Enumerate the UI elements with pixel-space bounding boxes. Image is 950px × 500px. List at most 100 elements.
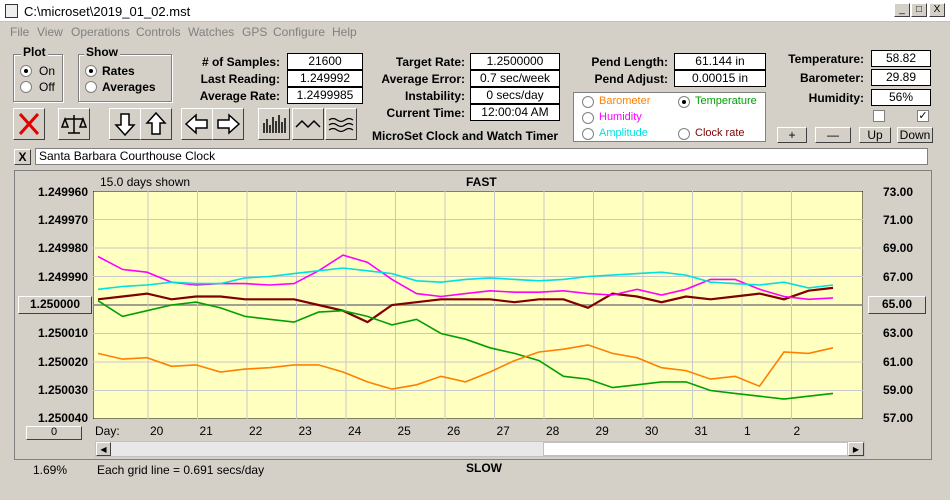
y-left-tick-7: 1.250030 xyxy=(37,383,88,397)
close-button[interactable]: X xyxy=(929,3,945,17)
histogram-button[interactable] xyxy=(258,108,290,140)
y-right-tick-2: 69.00 xyxy=(882,241,914,255)
y-left-tick-0: 1.249960 xyxy=(37,185,88,199)
menu-view[interactable]: View xyxy=(37,25,63,39)
plot-group-title: Plot xyxy=(21,45,48,59)
down-arrow-button[interactable] xyxy=(109,108,141,140)
title-bar: C:\microset\2019_01_02.mst _ □ X xyxy=(0,0,950,22)
temperature-radio[interactable] xyxy=(678,96,690,108)
average-rate-label: Average Rate: xyxy=(199,89,280,103)
menu-operations[interactable]: Operations xyxy=(71,25,130,39)
instability-field: 0 secs/day xyxy=(470,87,560,104)
show-averages-label: Averages xyxy=(102,80,156,94)
x-tick-label: 22 xyxy=(249,424,263,438)
y-right-tick-5: 63.00 xyxy=(882,326,914,340)
series-line-barometer xyxy=(97,344,834,390)
scroll-down-button[interactable]: Down xyxy=(897,127,933,143)
y-left-tick-1: 1.249970 xyxy=(37,213,88,227)
clear-watch-button[interactable]: X xyxy=(14,149,31,165)
menu-watches[interactable]: Watches xyxy=(188,25,235,39)
minimize-button[interactable]: _ xyxy=(894,3,910,17)
right-arrow-button[interactable] xyxy=(212,108,244,140)
amplitude-radio[interactable] xyxy=(582,128,594,140)
plot-off-radio[interactable] xyxy=(20,81,32,93)
grid-note: Each grid line = 0.691 secs/day xyxy=(97,463,265,477)
plot-on-label: On xyxy=(39,64,56,78)
plot-on-radio[interactable] xyxy=(20,65,32,77)
scroll-up-button[interactable]: Up xyxy=(859,127,891,143)
barometer-option-label: Barometer xyxy=(599,95,651,107)
y-left-tick-5: 1.250010 xyxy=(37,326,88,340)
show-rates-radio[interactable] xyxy=(85,65,97,77)
option-checkbox-1[interactable] xyxy=(873,110,885,122)
watch-name-input[interactable]: Santa Barbara Courthouse Clock xyxy=(35,148,928,165)
samples-label: # of Samples: xyxy=(201,55,280,69)
histogram-icon xyxy=(263,115,286,133)
show-group xyxy=(78,54,172,102)
menu-gps[interactable]: GPS xyxy=(242,25,268,39)
x-tick-label: 21 xyxy=(199,424,213,438)
up-arrow-button[interactable] xyxy=(140,108,172,140)
last-reading-field: 1.249992 xyxy=(287,70,363,87)
wave-plot-button[interactable] xyxy=(325,108,357,140)
scrollbar-thumb[interactable] xyxy=(543,442,848,456)
barometer-radio[interactable] xyxy=(582,96,594,108)
x-tick-label: 24 xyxy=(348,424,362,438)
balance-scale-icon xyxy=(60,115,88,134)
x-tick-label: 27 xyxy=(496,424,510,438)
fast-label: FAST xyxy=(466,175,497,189)
series-line-clock-rate xyxy=(97,286,834,324)
average-error-label: Average Error: xyxy=(381,72,465,86)
y-right-tick-1: 71.00 xyxy=(882,213,914,227)
left-arrow-button[interactable] xyxy=(181,108,213,140)
pend-length-label: Pend Length: xyxy=(591,55,668,69)
arrow-up-icon xyxy=(145,111,167,135)
zoom-out-button[interactable]: — xyxy=(815,127,851,143)
menu-controls[interactable]: Controls xyxy=(136,25,181,39)
humidity-field: 56% xyxy=(871,89,931,106)
option-checkbox-2[interactable]: ✓ xyxy=(917,110,929,122)
show-averages-radio[interactable] xyxy=(85,81,97,93)
y-right-tick-8: 57.00 xyxy=(882,411,914,425)
x-tick-label: 25 xyxy=(397,424,411,438)
pend-adjust-label: Pend Adjust: xyxy=(594,72,668,86)
humidity-radio[interactable] xyxy=(582,112,594,124)
menu-help[interactable]: Help xyxy=(332,25,357,39)
plot-area xyxy=(93,191,863,419)
series-line-amplitude xyxy=(97,267,834,291)
x-tick-label: 31 xyxy=(694,424,708,438)
temperature-label: Temperature: xyxy=(788,52,864,66)
y-right-tick-3: 67.00 xyxy=(882,270,914,284)
barometer-label: Barometer: xyxy=(799,71,864,85)
center-rate-button[interactable]: 1.250000 xyxy=(18,296,92,314)
stop-x-icon xyxy=(18,112,40,136)
barometer-field: 29.89 xyxy=(871,69,931,86)
menu-configure[interactable]: Configure xyxy=(273,25,326,39)
arrow-right-icon xyxy=(217,113,241,135)
x-tick-label: 29 xyxy=(595,424,609,438)
amplitude-option-label: Amplitude xyxy=(599,127,648,139)
y-right-tick-6: 61.00 xyxy=(882,355,914,369)
y-left-tick-8: 1.250040 xyxy=(37,411,88,425)
menu-file[interactable]: File xyxy=(10,25,30,39)
scroll-left-arrow-icon[interactable]: ◀ xyxy=(96,442,111,456)
stop-button[interactable] xyxy=(13,108,45,140)
x-tick-label: 26 xyxy=(447,424,461,438)
scroll-right-arrow-icon[interactable]: ▶ xyxy=(848,442,864,456)
show-rates-label: Rates xyxy=(102,64,135,78)
x-tick-label: 23 xyxy=(298,424,312,438)
zero-button[interactable]: 0 xyxy=(26,426,82,440)
wave-plot-icon xyxy=(328,117,354,133)
calibrate-button[interactable] xyxy=(58,108,90,140)
maximize-button[interactable]: □ xyxy=(911,3,927,17)
clock-rate-radio[interactable] xyxy=(678,128,690,140)
percent-status: 1.69% xyxy=(33,463,68,477)
line-plot-icon xyxy=(295,119,321,129)
show-group-title: Show xyxy=(84,45,120,59)
pend-adjust-field: 0.00015 in xyxy=(674,70,766,87)
horizontal-scrollbar[interactable]: ◀ ▶ xyxy=(95,441,865,457)
zoom-in-button[interactable]: + xyxy=(777,127,807,143)
plot-off-label: Off xyxy=(39,80,55,94)
line-plot-button[interactable] xyxy=(292,108,324,140)
center-temp-button[interactable]: 65.00 xyxy=(868,296,926,314)
